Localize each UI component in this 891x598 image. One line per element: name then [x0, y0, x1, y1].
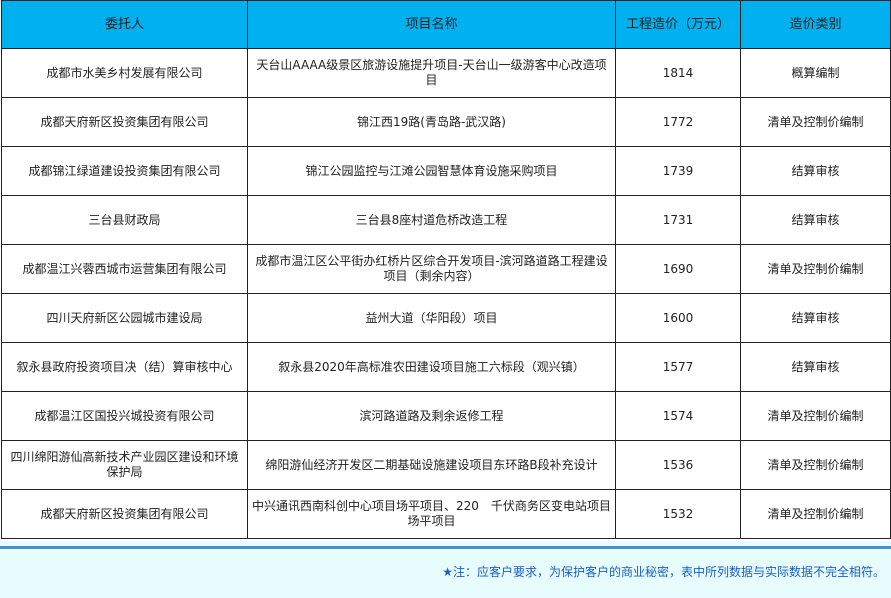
cell-client: 四川绵阳游仙高新技术产业园区建设和环境保护局: [1, 440, 248, 490]
cell-cost: 1772: [615, 97, 741, 147]
cell-project-name: 中兴通讯西南科创中心项目场平项目、220 千伏商务区变电站项目场平项目: [247, 489, 616, 539]
table-row: 叙永县政府投资项目决（结）算审核中心 叙永县2020年高标准农田建设项目施工六标段…: [1, 342, 891, 392]
cell-cost-type: 结算审核: [740, 146, 891, 196]
cell-cost-type: 清单及控制价编制: [740, 440, 891, 490]
cell-project-name: 绵阳游仙经济开发区二期基础设施建设项目东环路B段补充设计: [247, 440, 616, 490]
cell-cost-type: 结算审核: [740, 293, 891, 343]
footer-note: ★注：应客户要求，为保护客户的商业秘密，表中所列数据与实际数据不完全相符。: [442, 565, 885, 579]
cell-project-name: 益州大道（华阳段）项目: [247, 293, 616, 343]
cell-cost-type: 清单及控制价编制: [740, 97, 891, 147]
table-row: 成都温江区国投兴城投资有限公司 滨河路道路及剩余返修工程 1574 清单及控制价编制: [1, 391, 891, 441]
divider: [0, 546, 891, 549]
cell-cost: 1731: [615, 195, 741, 245]
cell-project-name: 锦江西19路(青岛路-武汉路): [247, 97, 616, 147]
cell-cost-type: 概算编制: [740, 48, 891, 98]
table-row: 成都天府新区投资集团有限公司 中兴通讯西南科创中心项目场平项目、220 千伏商务区…: [1, 489, 891, 539]
cell-cost-type: 结算审核: [740, 195, 891, 245]
cell-cost-type: 结算审核: [740, 342, 891, 392]
table-row: 成都温江兴蓉西城市运营集团有限公司 成都市温江区公平街办红桥片区综合开发项目-滨河…: [1, 244, 891, 294]
cell-cost-type: 清单及控制价编制: [740, 489, 891, 539]
table-row: 成都天府新区投资集团有限公司 锦江西19路(青岛路-武汉路) 1772 清单及控制价编…: [1, 97, 891, 147]
cell-client: 成都市水美乡村发展有限公司: [1, 48, 248, 98]
cell-client: 成都锦江绿道建设投资集团有限公司: [1, 146, 248, 196]
table-row: 成都锦江绿道建设投资集团有限公司 锦江公园监控与江滩公园智慧体育设施采购项目 173…: [1, 146, 891, 196]
cell-client: 成都温江兴蓉西城市运营集团有限公司: [1, 244, 248, 294]
header-cost: 工程造价（万元）: [615, 0, 741, 49]
cell-client: 四川天府新区公园城市建设局: [1, 293, 248, 343]
table-row: 三台县财政局 三台县8座村道危桥改造工程 1731 结算审核: [1, 195, 891, 245]
cell-client: 成都天府新区投资集团有限公司: [1, 489, 248, 539]
cell-project-name: 叙永县2020年高标准农田建设项目施工六标段（观兴镇）: [247, 342, 616, 392]
table-row: 四川绵阳游仙高新技术产业园区建设和环境保护局 绵阳游仙经济开发区二期基础设施建设项…: [1, 440, 891, 490]
header-project-name: 项目名称: [247, 0, 616, 49]
footer: ★注：应客户要求，为保护客户的商业秘密，表中所列数据与实际数据不完全相符。: [0, 541, 891, 598]
cell-client: 成都温江区国投兴城投资有限公司: [1, 391, 248, 441]
header-client: 委托人: [1, 0, 248, 49]
table-row: 成都市水美乡村发展有限公司 天台山AAAA级景区旅游设施提升项目-天台山一级游客中…: [1, 48, 891, 98]
table-header-row: 委托人 项目名称 工程造价（万元） 造价类别: [1, 0, 891, 49]
cell-project-name: 天台山AAAA级景区旅游设施提升项目-天台山一级游客中心改造项目: [247, 48, 616, 98]
cell-cost: 1739: [615, 146, 741, 196]
cell-cost: 1577: [615, 342, 741, 392]
cell-client: 叙永县政府投资项目决（结）算审核中心: [1, 342, 248, 392]
cell-project-name: 锦江公园监控与江滩公园智慧体育设施采购项目: [247, 146, 616, 196]
cell-client: 三台县财政局: [1, 195, 248, 245]
table-row: 四川天府新区公园城市建设局 益州大道（华阳段）项目 1600 结算审核: [1, 293, 891, 343]
cell-cost-type: 清单及控制价编制: [740, 244, 891, 294]
cell-cost: 1574: [615, 391, 741, 441]
cell-project-name: 成都市温江区公平街办红桥片区综合开发项目-滨河路道路工程建设项目（剩余内容）: [247, 244, 616, 294]
cell-project-name: 滨河路道路及剩余返修工程: [247, 391, 616, 441]
cell-cost: 1600: [615, 293, 741, 343]
cell-cost-type: 清单及控制价编制: [740, 391, 891, 441]
cell-cost: 1536: [615, 440, 741, 490]
header-cost-type: 造价类别: [740, 0, 891, 49]
cell-cost: 1690: [615, 244, 741, 294]
projects-table: 委托人 项目名称 工程造价（万元） 造价类别 成都市水美乡村发展有限公司 天台山A…: [1, 0, 891, 539]
cell-cost: 1814: [615, 48, 741, 98]
cell-client: 成都天府新区投资集团有限公司: [1, 97, 248, 147]
cell-project-name: 三台县8座村道危桥改造工程: [247, 195, 616, 245]
cell-cost: 1532: [615, 489, 741, 539]
